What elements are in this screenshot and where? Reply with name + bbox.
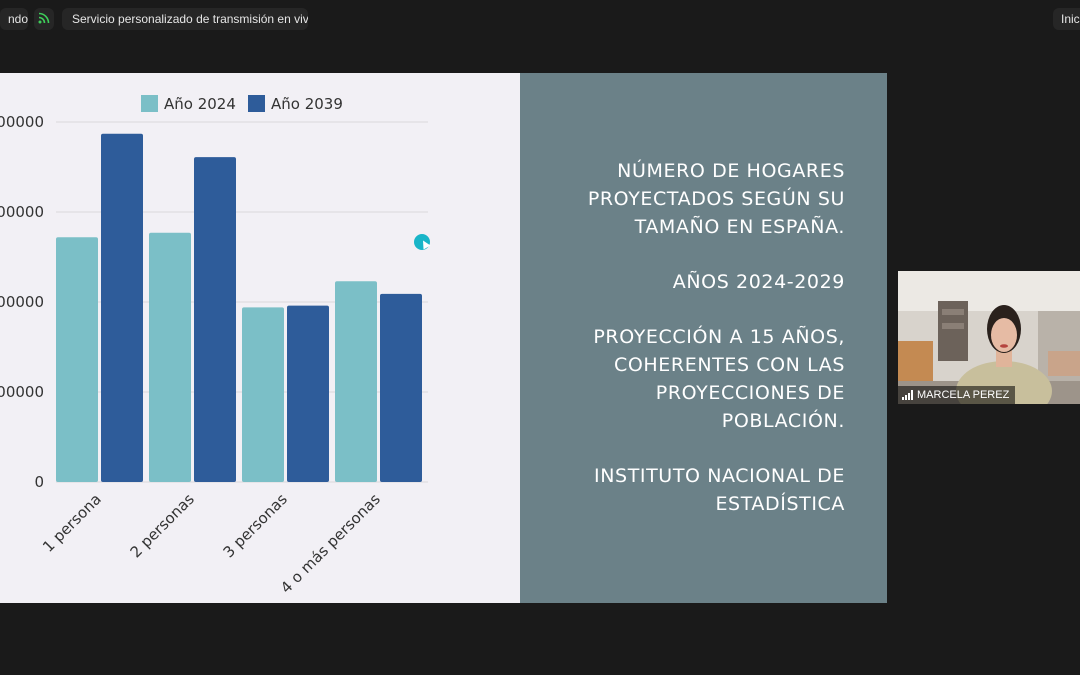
x-tick-label: 3 personas: [220, 490, 291, 561]
text-panel: NÚMERO DE HOGARES PROYECTADOS SEGÚN SU T…: [520, 73, 887, 603]
presenter-pointer: [414, 234, 430, 250]
slide-line: PROYECTADOS SEGÚN SU: [587, 188, 845, 210]
participant-video-tile[interactable]: MARCELA PEREZ: [898, 271, 1080, 404]
bar-series-1: [335, 281, 377, 482]
live-stream-status[interactable]: [34, 8, 54, 30]
legend-swatch: [248, 95, 265, 112]
top-pill-right[interactable]: Inici: [1053, 8, 1080, 30]
legend-swatch: [141, 95, 158, 112]
bar-series-1: [56, 237, 98, 482]
stream-service-text: Servicio personalizado de transmisión en…: [72, 12, 308, 26]
bar-series-1: [242, 307, 284, 482]
bar-series-2: [194, 157, 236, 482]
slide-years-block: AÑOS 2024-2029: [673, 268, 845, 296]
slide-source-block: INSTITUTO NACIONAL DE ESTADÍSTICA: [594, 462, 845, 518]
top-pill-left-label: ndo: [7, 12, 28, 26]
slide-line: AÑOS 2024-2029: [672, 271, 845, 293]
x-tick-label: 4 o más personas: [277, 490, 384, 597]
slide-line: ESTADÍSTICA: [715, 493, 845, 515]
slide-title-block: NÚMERO DE HOGARES PROYECTADOS SEGÚN SU T…: [588, 157, 845, 241]
y-tick-label: 0: [34, 473, 44, 491]
legend-label: Año 2039: [271, 95, 343, 113]
participant-video-feed: [898, 271, 1080, 404]
slide-line: COHERENTES CON LAS: [614, 354, 845, 376]
slide-line: TAMAÑO EN ESPAÑA.: [634, 216, 845, 238]
x-tick-label: 2 personas: [127, 490, 198, 561]
slide-line: PROYECCIONES DE: [655, 382, 845, 404]
signal-strength-icon: [902, 390, 913, 400]
slide-line: POBLACIÓN.: [721, 410, 845, 432]
bar-series-2: [101, 133, 143, 482]
top-pill-left[interactable]: ndo: [0, 8, 28, 30]
legend-label: Año 2024: [164, 95, 236, 113]
bar-series-2: [380, 293, 422, 482]
slide-line: NÚMERO DE HOGARES: [617, 160, 845, 182]
slide-line: PROYECCIÓN A 15 AÑOS,: [593, 326, 845, 348]
x-tick-label: 1 persona: [39, 490, 105, 556]
rss-icon: [38, 12, 50, 27]
stream-service-label[interactable]: Servicio personalizado de transmisión en…: [62, 8, 308, 30]
participant-name-tag: MARCELA PEREZ: [898, 386, 1016, 404]
slide-line: INSTITUTO NACIONAL DE: [594, 465, 845, 487]
slide-projection-block: PROYECCIÓN A 15 AÑOS, COHERENTES CON LAS…: [593, 323, 845, 435]
top-pill-right-label: Inici: [1061, 12, 1080, 26]
participant-name: MARCELA PEREZ: [917, 389, 1010, 401]
bar-series-1: [149, 232, 191, 482]
bar-series-2: [287, 305, 329, 482]
